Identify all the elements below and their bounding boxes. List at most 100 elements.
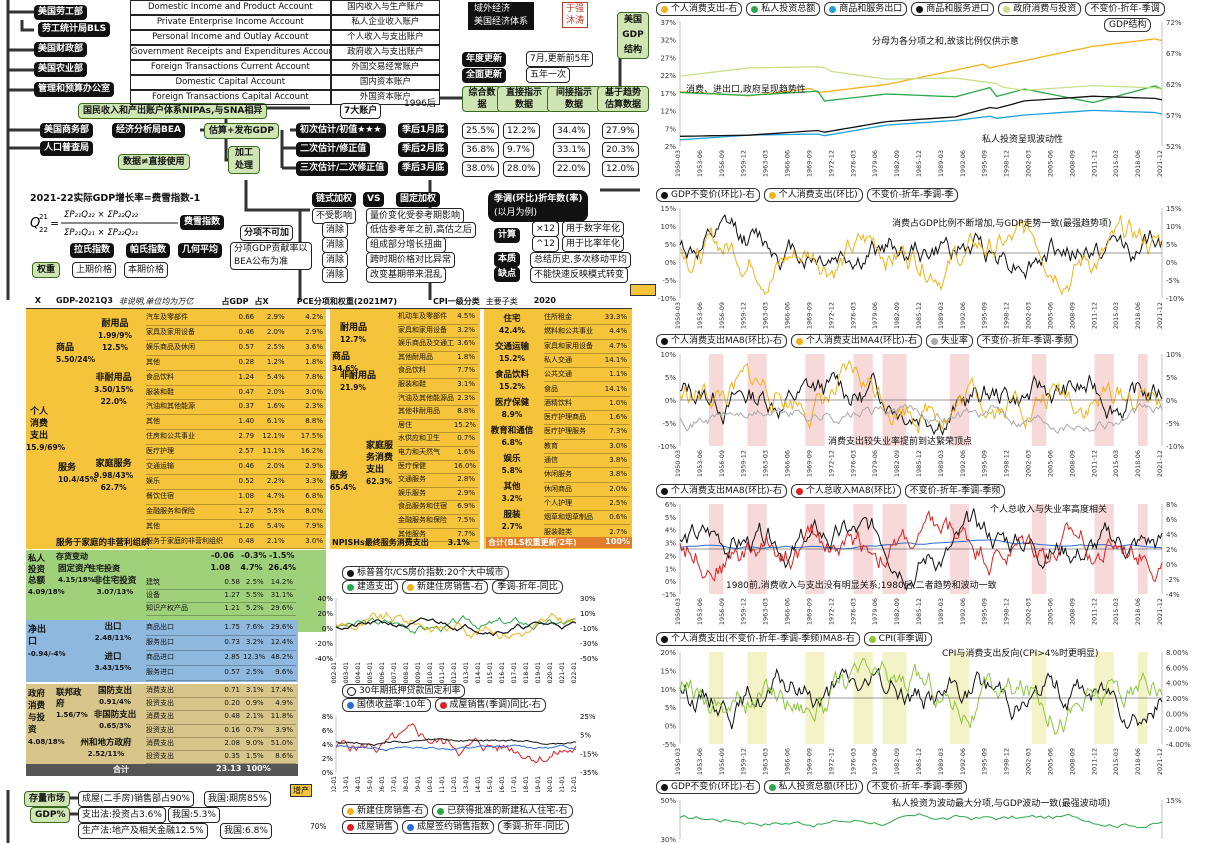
- est-row2-v3: 12.0%: [602, 161, 639, 177]
- y2-tick-label: 57%: [1166, 112, 1182, 120]
- est-h3: 基于趋势估算数据: [597, 86, 649, 112]
- table-cell: 6.9%: [457, 502, 475, 511]
- state-value: 2.52/11%: [87, 750, 125, 758]
- x-tick-label: 1956-09: [718, 598, 726, 625]
- table-cell: 3.9%: [275, 725, 293, 734]
- treasury-label: 美国财政部: [38, 44, 84, 54]
- resid-v2: 26.4%: [268, 563, 296, 572]
- omb-label: 管理和预算办公室: [38, 84, 111, 94]
- est-row0-v1: 12.2%: [503, 123, 540, 139]
- table-cell: 3.8%: [609, 470, 627, 479]
- h2-title-dot: [347, 686, 356, 696]
- x-tick-label: 1959-12: [740, 450, 748, 477]
- x-tick-label: 2020-01: [547, 662, 554, 684]
- nonres-label: 非住宅投资 3.07/13%: [90, 576, 140, 598]
- x-tick-label: 2005-06: [1046, 302, 1054, 329]
- table-cell: 4.7%: [266, 491, 285, 500]
- nondurable-label: 非耐用品 3.50/15% 22.0%: [94, 372, 133, 408]
- table-cell: 12.3%: [243, 653, 266, 661]
- seven-accounts-label: 7大账户: [344, 106, 378, 116]
- table-cell: 1.0%: [609, 398, 627, 407]
- legend-item: 不变价-折年-季调-季频: [904, 484, 1006, 498]
- x-tick-label: 2011-01: [439, 776, 446, 792]
- x-tick-label: 1953-06: [696, 748, 704, 775]
- table-row: 家具及家用设备 0.46 2.0% 2.9%: [146, 325, 326, 341]
- chart-note: 消费支出较失业率提前到达繁荣顶点: [828, 435, 972, 447]
- table-row: 烟草和烟草制品 0.6%: [544, 510, 630, 526]
- table-cell: 0.47: [238, 387, 255, 396]
- y2-tick-label: -4%: [1166, 591, 1180, 599]
- x-tick-label: 1966-06: [784, 302, 792, 329]
- table-cell: 金融服务和保险: [398, 516, 447, 524]
- npish-label: 服务于家庭的非营利组织: [56, 538, 150, 548]
- chain-cell: 消除: [326, 225, 345, 235]
- table-cell: 4.2%: [305, 313, 323, 321]
- durable-value2: 12.5%: [101, 343, 128, 352]
- org-census: 人口普查局: [40, 141, 94, 156]
- household-value2: 62.7%: [100, 483, 127, 492]
- x-tick-label: 2011-12: [1090, 302, 1098, 329]
- table-cell: 2.85: [224, 653, 240, 661]
- h2-leg-0-text: 国债收益率:10年: [357, 700, 426, 710]
- table-cell: 0.73: [224, 638, 240, 646]
- x-tick-label: 2008-09: [1068, 150, 1076, 177]
- production-share: 生产法:地产及相关金融12.5%: [78, 823, 208, 839]
- legend-text: 个人总收入MA8(环比): [805, 486, 896, 496]
- chain-cell: 改变基期带来混乱: [370, 270, 443, 280]
- chart-plot: 6% 5% 4% 3% 2% 1% 0% -1% 8% 6% 4% 2% 0% -2% -4% 1950-03…: [662, 501, 1180, 625]
- series-line: [679, 215, 1163, 296]
- table-cell: 4.5%: [457, 312, 475, 320]
- est-value: 36.8%: [466, 145, 495, 155]
- chart-note: 消费、进出口,政府呈现趋势性: [686, 83, 806, 95]
- china1-v: 我国:期房85%: [208, 794, 268, 804]
- housing-chart-1: 标普普尔/CS房价指数:20个大中城市 建造支出 新建住房销售-右 季调-折年-…: [306, 566, 618, 684]
- x-tick-label: 2008-09: [1068, 598, 1076, 625]
- x-tick-label: 2018-06: [1134, 150, 1142, 177]
- paasche: 帕氏指数: [126, 243, 171, 258]
- full-update-value: 五年一次: [526, 67, 571, 83]
- gov-value: 4.08/18%: [28, 738, 65, 746]
- legend-dot: [795, 337, 803, 345]
- x-tick-label: 2015-01: [487, 776, 494, 792]
- seasonal-sub: (以月为例): [494, 208, 538, 218]
- h3-legend-b: 成屋销售 成屋签约销售指数 季调-折年-同比: [342, 820, 569, 834]
- table-cell: 私人交通: [544, 355, 572, 364]
- table-cell: 娱乐服务: [398, 488, 426, 497]
- legend-text: 私人投资总额: [761, 4, 816, 14]
- x-tick-label: 1963-03: [762, 598, 770, 625]
- h3-leg-3: 成屋签约销售指数: [402, 820, 495, 834]
- table-row: 医疗护理服务 7.3%: [544, 424, 630, 440]
- x-tick-label: 1979-06: [871, 302, 879, 329]
- x-tick-label: 1998-12: [1003, 598, 1011, 625]
- table-cell: 12.4%: [270, 638, 293, 646]
- fisher: 费雪指数: [180, 215, 225, 230]
- nondurable-value: 3.50/15%: [94, 385, 134, 394]
- geo-mean: 几何平均: [178, 243, 223, 258]
- chain-cell: 消除: [326, 240, 345, 250]
- full-update: 全面更新: [462, 68, 507, 83]
- x-tick-label: 2011-01: [439, 662, 446, 684]
- cpi-group-value: 42.4%: [498, 326, 526, 335]
- x-tick-label: 2010-01: [427, 662, 434, 684]
- account-cn: 私人企业收入账户: [330, 15, 440, 30]
- est-value: 33.1%: [557, 145, 586, 155]
- y2-tick-label: 62%: [1166, 81, 1182, 89]
- formula-svg: Q 22 21 = ΣP₂₁Q₂₂ × ΣP₂₂Q₂₂ ΣP₂₁Q₂₁ × ΣP…: [30, 210, 178, 238]
- table-row: 休闲服务 3.8%: [544, 467, 630, 483]
- legend-text: GDP不变价(环比)-右: [671, 190, 755, 200]
- y-tick-label: 30%: [660, 836, 676, 843]
- h3-dot-2: [347, 823, 354, 831]
- x-tick-label: 1985-12: [915, 450, 923, 477]
- pce-services: 服务 65.4%: [330, 470, 356, 494]
- x-tick-label: 2008-01: [403, 776, 410, 792]
- y2-tick-label: 6.00%: [1166, 664, 1189, 672]
- x-tick-label: 2016-01: [499, 662, 506, 684]
- h3-leg-0-text: 新建住房销售-右: [357, 806, 424, 816]
- h3-dot-0: [347, 807, 354, 815]
- y-tick-label: 20%: [317, 610, 333, 618]
- table-cell: 消费支出: [146, 712, 174, 721]
- legend-text: 不变价-折年-季调-季频: [909, 486, 1001, 496]
- y2-tick-label: -2%: [1166, 576, 1180, 584]
- org-commerce: 美国商务部: [40, 123, 94, 138]
- y-tick-label: 27%: [660, 54, 676, 62]
